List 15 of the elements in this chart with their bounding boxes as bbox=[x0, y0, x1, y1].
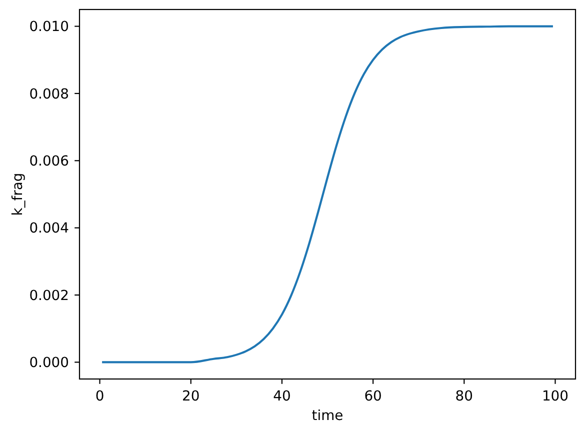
y-tick-label: 0.008 bbox=[29, 86, 69, 102]
y-tick-label: 0.004 bbox=[29, 220, 70, 237]
x-tick-label: 0 bbox=[95, 388, 104, 404]
x-tick-label: 40 bbox=[273, 388, 291, 404]
y-tick-label: 0.000 bbox=[29, 355, 69, 372]
x-tick-label: 80 bbox=[455, 388, 473, 404]
y-tick-label: 0.006 bbox=[29, 154, 69, 170]
y-tick-label: 0.010 bbox=[29, 19, 69, 36]
y-axis-title: k_frag bbox=[10, 172, 26, 216]
x-axis-title: time bbox=[312, 408, 344, 424]
x-tick-label: 100 bbox=[542, 388, 568, 404]
x-tick-label: 60 bbox=[364, 388, 382, 404]
line-series bbox=[101, 25, 554, 364]
x-tick-label: 20 bbox=[182, 388, 200, 404]
y-tick-label: 0.002 bbox=[29, 288, 69, 304]
